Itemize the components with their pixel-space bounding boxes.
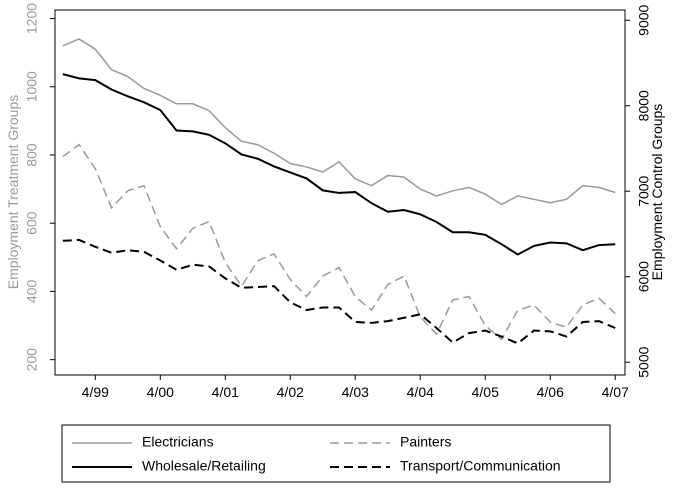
legend-box [61, 424, 611, 483]
y-tick-label: 200 [24, 348, 40, 372]
y2-tick-label: 7000 [636, 175, 652, 206]
y2-tick-label: 5000 [636, 346, 652, 377]
line-series [62, 238, 616, 345]
y2-axis-title: Employment Control Groups [649, 104, 665, 281]
line-series [62, 73, 616, 256]
line-series [62, 38, 616, 206]
plot-frame [54, 9, 626, 376]
x-tick-label: 4/07 [602, 384, 629, 400]
legend-label: Painters [400, 434, 451, 450]
x-tick-label: 4/99 [82, 384, 109, 400]
line-series [62, 143, 616, 341]
y2-tick-label: 9000 [636, 4, 652, 35]
y2-tick-label: 6000 [636, 261, 652, 292]
y-axis-title: Employment Treatment Groups [5, 95, 21, 290]
y-tick-label: 400 [24, 280, 40, 304]
x-tick-label: 4/04 [407, 384, 434, 400]
y-tick-label: 600 [24, 211, 40, 235]
x-tick-label: 4/06 [537, 384, 564, 400]
x-tick-label: 4/03 [342, 384, 369, 400]
y-tick-label: 1200 [24, 3, 40, 34]
legend-label: Electricians [142, 434, 214, 450]
y-tick-label: 800 [24, 143, 40, 167]
x-tick-label: 4/02 [277, 384, 304, 400]
legend-label: Transport/Communication [400, 458, 561, 474]
x-tick-label: 4/05 [472, 384, 499, 400]
y2-tick-label: 8000 [636, 90, 652, 121]
x-tick-label: 4/01 [212, 384, 239, 400]
x-tick-label: 4/00 [147, 384, 174, 400]
legend-label: Wholesale/Retailing [142, 458, 266, 474]
y-tick-label: 1000 [24, 71, 40, 102]
